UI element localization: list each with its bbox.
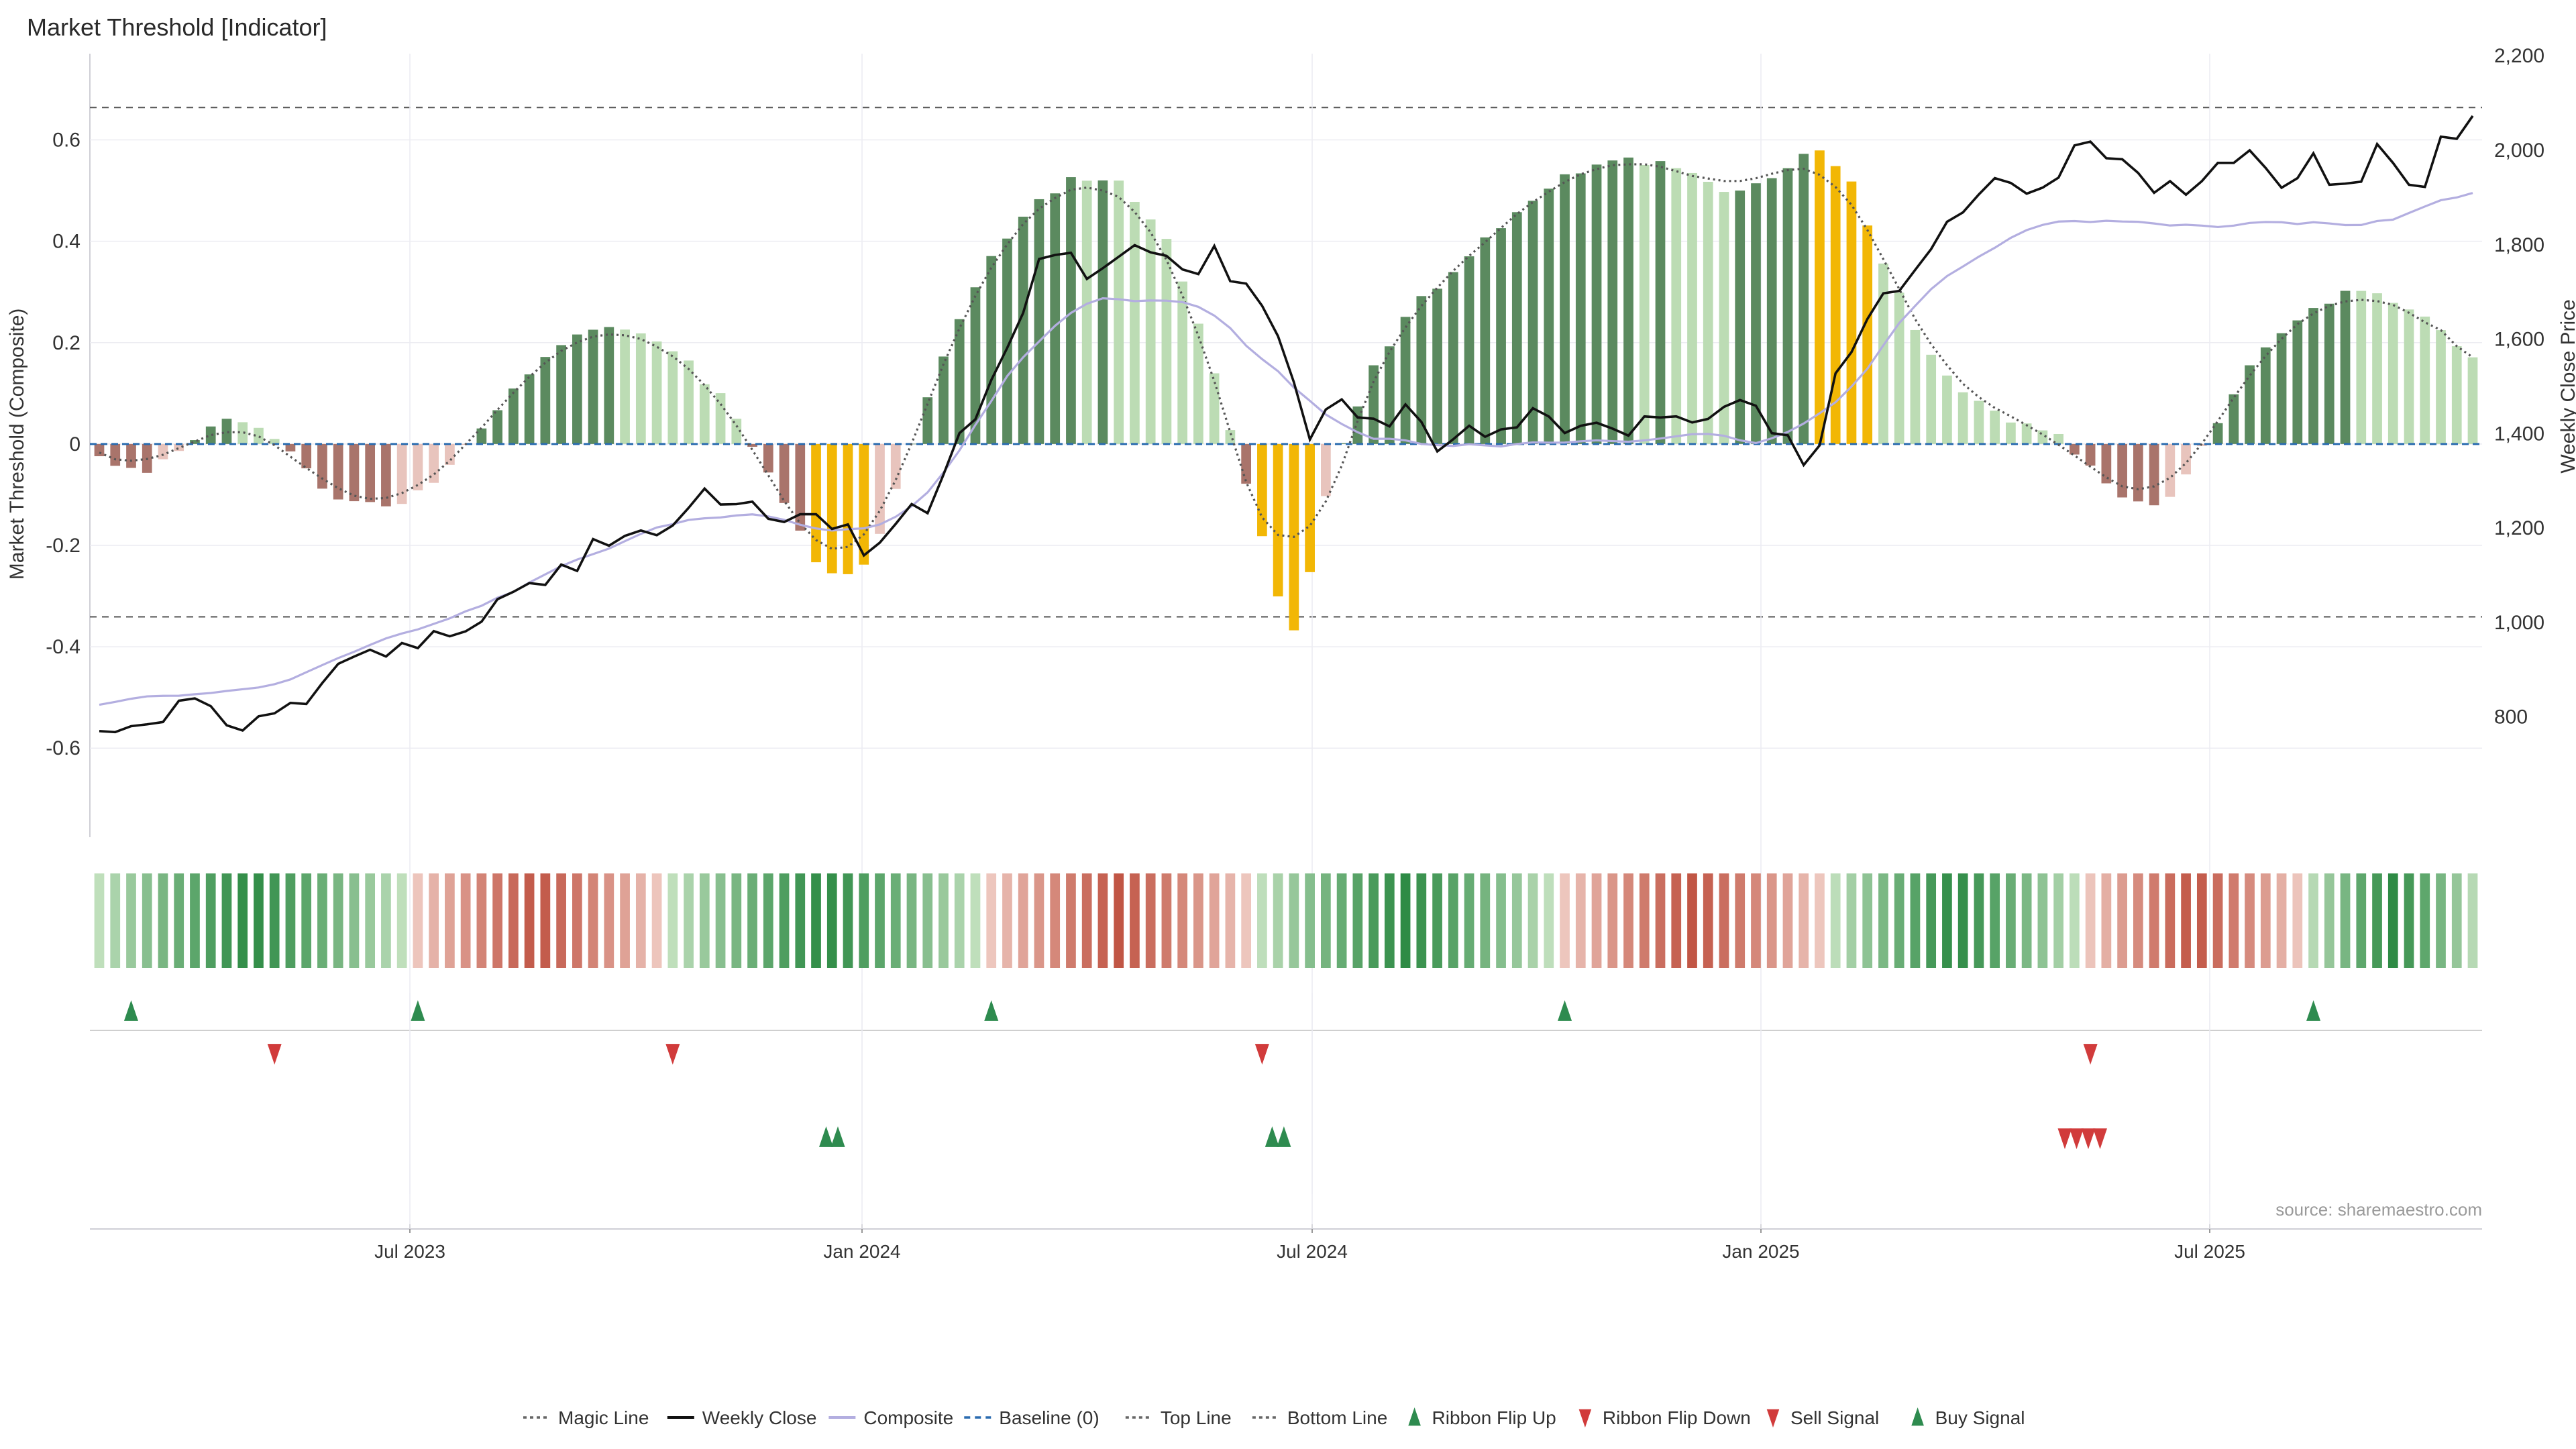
- svg-text:Jul 2023: Jul 2023: [374, 1241, 445, 1262]
- svg-text:Sell Signal: Sell Signal: [1790, 1407, 1879, 1428]
- svg-text:1,200: 1,200: [2494, 517, 2544, 539]
- svg-text:-0.4: -0.4: [46, 636, 80, 658]
- svg-text:0.6: 0.6: [52, 129, 80, 152]
- svg-text:0: 0: [69, 433, 80, 455]
- svg-text:Ribbon Flip Down: Ribbon Flip Down: [1603, 1407, 1751, 1428]
- svg-text:Weekly Close: Weekly Close: [702, 1407, 817, 1428]
- svg-text:Magic Line: Magic Line: [558, 1407, 649, 1428]
- svg-text:Jan 2024: Jan 2024: [823, 1241, 900, 1262]
- svg-text:2,200: 2,200: [2494, 45, 2544, 67]
- svg-text:Ribbon Flip Up: Ribbon Flip Up: [1432, 1407, 1556, 1428]
- svg-text:-0.2: -0.2: [46, 535, 80, 557]
- svg-text:Baseline (0): Baseline (0): [999, 1407, 1099, 1428]
- svg-text:1,600: 1,600: [2494, 329, 2544, 351]
- svg-text:0.2: 0.2: [52, 332, 80, 354]
- svg-text:Buy Signal: Buy Signal: [1935, 1407, 2025, 1428]
- svg-text:source: sharemaestro.com: source: sharemaestro.com: [2275, 1199, 2482, 1220]
- svg-text:2,000: 2,000: [2494, 140, 2544, 162]
- svg-text:Bottom Line: Bottom Line: [1287, 1407, 1387, 1428]
- svg-text:Composite: Composite: [863, 1407, 953, 1428]
- svg-text:1,000: 1,000: [2494, 612, 2544, 634]
- svg-text:Market Threshold (Composite): Market Threshold (Composite): [6, 309, 28, 580]
- svg-text:Weekly Close Price: Weekly Close Price: [2557, 299, 2576, 474]
- svg-text:Jan 2025: Jan 2025: [1722, 1241, 1799, 1262]
- svg-text:1,800: 1,800: [2494, 234, 2544, 256]
- svg-text:1,400: 1,400: [2494, 423, 2544, 445]
- svg-text:Jul 2024: Jul 2024: [1277, 1241, 1348, 1262]
- svg-text:Top Line: Top Line: [1161, 1407, 1232, 1428]
- svg-text:-0.6: -0.6: [46, 737, 80, 759]
- svg-text:0.4: 0.4: [52, 231, 80, 253]
- svg-text:800: 800: [2494, 706, 2528, 729]
- svg-text:Jul 2025: Jul 2025: [2174, 1241, 2245, 1262]
